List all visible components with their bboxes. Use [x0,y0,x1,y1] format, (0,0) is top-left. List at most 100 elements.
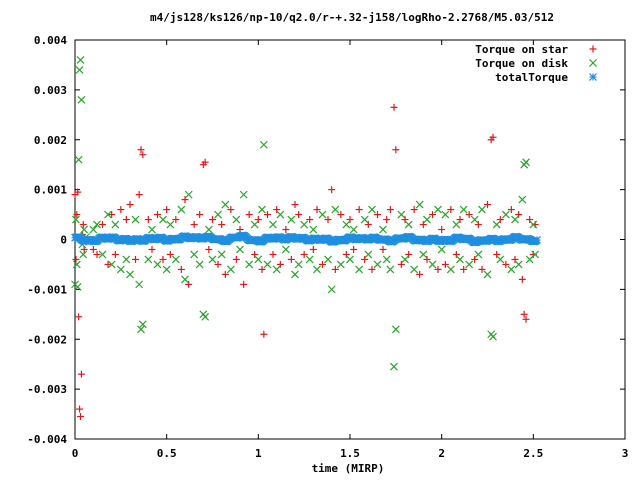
data-point-disk [239,190,248,199]
data-point-disk [221,200,230,209]
data-point-disk [360,215,369,224]
data-point-star [452,250,460,258]
data-point-star [390,103,398,111]
data-point-disk [355,265,364,274]
data-point-star [319,260,326,268]
marker-stroke [492,220,501,229]
marker-stroke [360,215,369,224]
marker-stroke [437,245,446,254]
y-tick-label: 0.004 [34,34,67,47]
marker-stroke [75,66,84,74]
data-point-disk [104,210,112,219]
marker-stroke [346,255,354,264]
series-torque-on-star [71,103,539,421]
data-point-star [148,245,156,253]
marker-stroke [496,255,505,264]
data-point-disk [122,255,131,264]
data-point-disk [144,255,153,264]
x-tick-label: 0 [72,447,79,460]
data-point-star [397,260,405,268]
data-point-disk [72,260,81,269]
marker-stroke [368,205,376,214]
data-point-star [434,265,442,273]
data-point-star [139,151,147,159]
marker-stroke [531,250,540,259]
data-point-disk [446,265,455,274]
data-point-star [328,186,336,194]
legend-marker [589,45,597,53]
x-tick-label: 2.5 [523,447,543,460]
data-point-disk [76,56,85,64]
marker-stroke [287,215,296,224]
marker-stroke [478,205,486,214]
marker-stroke [514,260,523,269]
data-point-disk [410,265,419,274]
data-point-disk [313,265,321,274]
data-point-disk [373,260,382,269]
marker-stroke [263,260,272,269]
legend-label: Torque on star [475,43,568,56]
data-point-star [350,245,358,253]
data-point-star [410,206,418,214]
data-point-disk [166,220,175,229]
data-point-disk [236,245,244,254]
data-point-disk [324,255,332,264]
marker-stroke [522,158,530,167]
data-point-disk [232,215,241,224]
marker-stroke [452,220,461,229]
data-point-disk [80,225,89,234]
marker-stroke [98,250,107,259]
data-point-disk [281,245,290,254]
data-point-star [132,255,139,263]
marker-stroke [214,210,222,219]
data-point-disk [470,215,479,224]
data-point-star [515,211,523,219]
data-point-star [185,280,193,288]
data-point-disk [287,215,296,224]
data-point-disk [126,270,134,279]
data-point-star [75,313,83,321]
marker-stroke [446,265,455,274]
data-point-star [520,310,528,318]
marker-stroke [126,270,134,279]
marker-stroke [162,265,171,274]
data-point-star [496,216,504,224]
data-point-star [447,206,455,214]
data-point-star [273,206,281,214]
data-point-star [218,221,226,229]
marker-stroke [373,260,382,269]
data-point-star [368,265,376,273]
data-point-star [507,206,515,214]
data-point-disk [496,255,505,264]
data-point-star [364,221,372,229]
data-point-star [190,221,198,229]
data-point-disk [269,220,277,229]
data-point-star [154,211,161,219]
data-point-star [287,255,295,263]
data-point-star [76,405,84,413]
marker-stroke [331,205,340,214]
data-point-star [74,188,82,196]
marker-stroke [226,265,235,274]
marker-stroke [327,285,336,294]
marker-stroke [138,320,147,329]
marker-stroke [181,275,189,284]
marker-stroke [419,250,428,259]
y-axis-ticks: 0.004 0.003 0.002 0.001 0 -0.001 -0.002 -0.003 -… [27,34,625,446]
data-point-disk [138,320,147,329]
data-point-disk [456,255,464,264]
legend-label: Torque on disk [475,57,568,70]
data-point-star [73,211,81,219]
marker-stroke [511,215,519,224]
data-point-disk [177,205,186,214]
data-point-star [474,221,482,229]
marker-stroke [459,205,468,214]
data-point-disk [294,260,303,269]
marker-stroke [171,255,180,264]
data-point-star [346,216,354,224]
data-point-star [264,211,271,219]
data-point-disk [368,205,376,214]
marker-stroke [190,250,199,259]
data-point-disk [474,250,483,259]
